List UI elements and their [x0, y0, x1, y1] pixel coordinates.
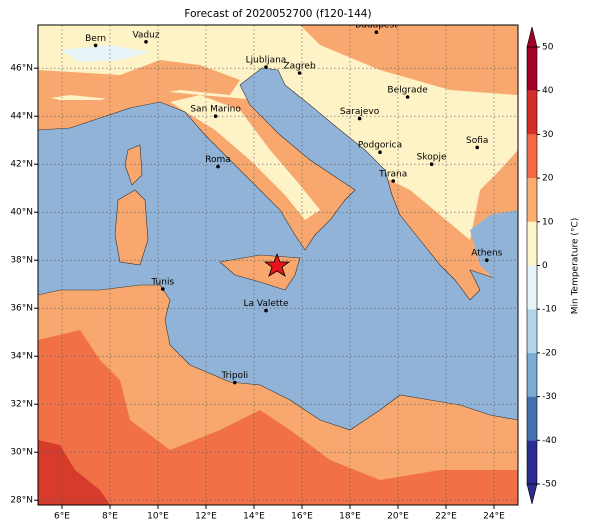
colorbar-segment	[527, 134, 537, 179]
colorbar-tick-label: 0	[542, 261, 548, 271]
x-tick-label: 16°E	[291, 512, 313, 522]
city-label: Roma	[205, 155, 231, 165]
city-dot	[213, 114, 218, 118]
city-dot	[297, 71, 302, 75]
city-label: Tirana	[378, 170, 407, 180]
y-tick-label: 34°N	[10, 352, 33, 362]
y-tick-label: 42°N	[10, 160, 33, 170]
city-dot	[374, 30, 379, 34]
city-label: Athens	[471, 249, 502, 259]
city-label: Budapest	[355, 21, 398, 31]
city-dot	[391, 179, 396, 183]
corsica	[124, 144, 143, 186]
x-tick-label: 24°E	[483, 512, 505, 522]
colorbar-segment	[527, 265, 537, 310]
colorbar-tick-label: -40	[542, 436, 557, 446]
x-tick-label: 8°E	[102, 512, 118, 522]
sea	[470, 210, 518, 300]
graticule	[38, 25, 518, 505]
x-tick-label: 20°E	[387, 512, 409, 522]
city-dot	[429, 162, 434, 166]
city-label: San Marino	[190, 105, 241, 115]
colorbar-tick-label: -10	[542, 305, 557, 315]
colorbar-tick-label: -50	[542, 480, 557, 490]
x-tick-label: 18°E	[339, 512, 361, 522]
colorbar-segment	[527, 221, 537, 266]
colorbar-tick-label: 30	[542, 130, 554, 140]
colorbar-tick-label: -30	[542, 392, 557, 402]
city-dot	[264, 308, 268, 313]
city-label: Ljubljana	[246, 56, 287, 66]
colorbar-tick-label: 40	[542, 86, 554, 96]
city-label: Sarajevo	[340, 107, 380, 117]
city-label: La Valette	[244, 299, 289, 309]
y-tick-label: 38°N	[10, 256, 33, 266]
star-marker	[263, 252, 291, 277]
x-tick-label: 6°E	[54, 512, 70, 522]
y-tick-label: 32°N	[10, 400, 33, 410]
x-tick-label: 12°E	[195, 512, 217, 522]
y-tick-label: 28°N	[10, 496, 33, 506]
city-label: Skopje	[417, 153, 447, 163]
warm-zone	[38, 60, 240, 100]
city-dot	[485, 258, 489, 263]
city-dot	[475, 145, 480, 150]
city-dot	[264, 65, 268, 69]
city-dot	[233, 380, 237, 385]
city-label: Bern	[85, 34, 106, 44]
colorbar-label: Min Temperature (°C)	[571, 218, 581, 315]
city-dot	[405, 95, 410, 99]
city-dot	[378, 150, 382, 154]
city-dot	[216, 164, 220, 169]
colorbar-tick-label: 50	[542, 43, 554, 53]
city-dot	[161, 287, 165, 291]
x-tick-label: 10°E	[147, 512, 169, 522]
colorbar-segment	[527, 178, 537, 222]
city-label: Podgorica	[358, 141, 402, 151]
colorbar-extend	[526, 26, 538, 48]
city-label: Tripoli	[220, 371, 248, 381]
y-tick-label: 40°N	[10, 208, 33, 218]
city-label: Belgrade	[387, 86, 428, 96]
colorbar-segment	[527, 47, 537, 91]
city-dot	[93, 43, 98, 48]
y-tick-label: 44°N	[10, 112, 33, 122]
colorbar-extend	[526, 483, 538, 505]
colorbar-tick-label: 10	[542, 217, 554, 227]
city-label: Zagreb	[284, 62, 316, 72]
x-tick-label: 14°E	[243, 512, 265, 522]
warm-zone	[300, 25, 518, 70]
axes: 6°E 8°E 10°E 12°E 14°E 16°E 18°E 20°E 22°E 24°E 28…	[10, 64, 505, 522]
colorbar-segment	[527, 396, 537, 441]
cold-zone	[60, 45, 150, 62]
hot-zone	[38, 440, 110, 505]
colorbar-segment	[527, 309, 537, 353]
title: Forecast of 2020052700 (f120-144)	[184, 8, 371, 20]
y-tick-label: 46°N	[10, 64, 33, 74]
city-dot	[357, 116, 362, 121]
cool-zone	[170, 95, 320, 220]
map-frame	[37, 24, 519, 506]
colorbar-segment	[527, 352, 537, 397]
city-label: Sofia	[466, 136, 488, 146]
colorbar: -50 -40 -30 -20 -10 0 10 20 30 40 50	[526, 26, 557, 505]
colorbar-tick-label: -20	[542, 348, 557, 358]
city-label: Tunis	[150, 278, 174, 288]
city-label: Vaduz	[132, 30, 159, 40]
y-tick-label: 30°N	[10, 448, 33, 458]
colorbar-segment	[527, 440, 537, 484]
x-tick-label: 22°E	[435, 512, 457, 522]
colorbar-segment	[527, 90, 537, 135]
colorbar-tick-label: 20	[542, 174, 554, 184]
y-tick-label: 36°N	[10, 304, 33, 314]
sardinia	[114, 189, 149, 266]
city-dot	[144, 40, 148, 44]
